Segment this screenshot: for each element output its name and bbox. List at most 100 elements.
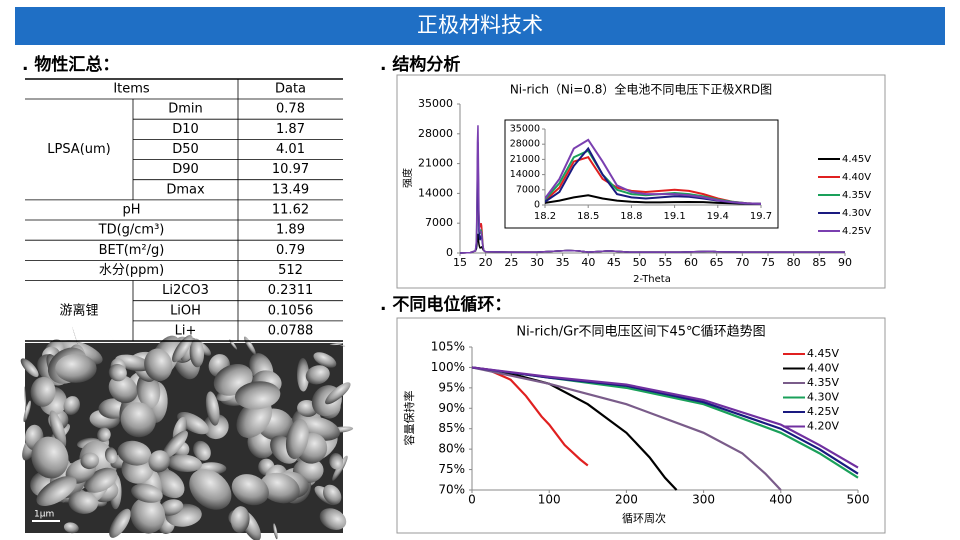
inset-x-tick-label: 18.8: [620, 211, 642, 222]
section-label: . 物性汇总：: [22, 54, 119, 75]
inset-x-tick-label: 18.2: [534, 211, 556, 222]
series-line: [545, 138, 761, 205]
legend-label: 4.35V: [807, 376, 839, 389]
table-cell: Dmax: [166, 182, 205, 197]
grain: [20, 358, 39, 378]
legend-label: 4.30V: [807, 391, 839, 404]
grain: [329, 342, 343, 346]
x-tick-label: 45: [607, 256, 621, 269]
y-tick-label: 75%: [438, 462, 465, 476]
inset-y-tick-label: 21000: [510, 154, 540, 165]
x-tick-label: 75: [761, 256, 775, 269]
y-axis-label: 容量保持率: [402, 391, 416, 446]
grain: [120, 402, 156, 438]
inset-x-tick-label: 18.5: [577, 211, 599, 222]
grain: [36, 476, 77, 506]
x-tick-label: 55: [658, 256, 672, 269]
series-line: [459, 233, 845, 254]
x-tick-label: 85: [812, 256, 826, 269]
y-tick-label: 35000: [418, 97, 453, 110]
grain: [148, 450, 171, 473]
table-cell: TD(g/cm³): [98, 223, 165, 238]
table-cell: D50: [172, 142, 199, 157]
x-tick-label: 200: [615, 493, 638, 507]
y-tick-label: 14000: [418, 186, 453, 199]
grain: [189, 469, 232, 510]
x-tick-label: 60: [684, 256, 698, 269]
y-tick-label: 85%: [438, 421, 465, 435]
table-cell: 游离锂: [59, 302, 98, 318]
y-tick-label: 21000: [418, 157, 453, 170]
grain: [68, 491, 99, 514]
scale-bar: [32, 520, 60, 522]
grain: [63, 522, 79, 534]
table-cell: 水分(ppm): [99, 263, 164, 278]
table-cell: Items: [113, 82, 150, 97]
header-title: 正极材料技术: [417, 13, 543, 37]
x-tick-label: 30: [530, 256, 544, 269]
grain: [189, 338, 205, 368]
y-tick-label: 28000: [418, 127, 453, 140]
table-cell: 0.1056: [268, 303, 314, 318]
scale-label: 1μm: [34, 510, 54, 520]
grain: [49, 410, 67, 448]
table-cell: BET(m²/g): [99, 243, 165, 258]
inset-frame: [504, 119, 779, 229]
grain: [177, 411, 209, 435]
grain: [339, 344, 346, 347]
grain: [159, 499, 184, 516]
series-line: [471, 366, 678, 491]
grain: [24, 386, 27, 420]
table-cell: D90: [172, 162, 199, 177]
grain: [205, 391, 220, 426]
table-cell: 0.0788: [268, 323, 314, 338]
table-cell: 0.79: [276, 243, 305, 258]
grain: [108, 363, 127, 382]
grain: [107, 331, 123, 355]
grain: [80, 452, 100, 470]
x-tick-label: 35: [556, 256, 570, 269]
grain: [31, 436, 69, 479]
table-cell: pH: [122, 202, 140, 217]
inset-y-tick-label: 0: [534, 200, 540, 211]
table-cell: 0.2311: [268, 283, 314, 298]
x-tick-label: 65: [710, 256, 724, 269]
table-cell: 11.62: [272, 202, 309, 217]
x-tick-label: 50: [633, 256, 647, 269]
grain: [285, 418, 309, 460]
y-tick-label: 80%: [438, 442, 465, 456]
grain: [136, 372, 161, 409]
grain: [313, 352, 337, 368]
header-bar: [15, 7, 945, 45]
x-tick-label: 0: [468, 493, 476, 507]
legend-label: 4.40V: [842, 172, 871, 183]
table-cell: LiOH: [170, 303, 201, 318]
section-label: . 结构分析: [380, 54, 460, 75]
grain: [229, 339, 238, 350]
grain: [144, 348, 173, 382]
x-tick-label: 20: [479, 256, 493, 269]
grain: [117, 440, 152, 466]
legend-label: 4.20V: [807, 420, 839, 433]
chart-title: Ni-rich/Gr不同电压区间下45℃循环趋势图: [516, 324, 765, 340]
table-cell: 1.89: [276, 223, 305, 238]
grain: [236, 398, 273, 438]
legend-label: 4.45V: [842, 154, 871, 165]
table-cell: 13.49: [272, 182, 309, 197]
inset-x-tick-label: 19.4: [707, 211, 729, 222]
x-tick-label: 25: [504, 256, 518, 269]
table-cell: Dmin: [168, 102, 203, 117]
table-cell: Li2CO3: [162, 283, 209, 298]
legend-label: 4.25V: [807, 405, 839, 418]
grain: [109, 508, 131, 538]
chart-title: Ni-rich（Ni=0.8）全电池不同电压下正极XRD图: [510, 82, 772, 97]
inset-y-tick-label: 35000: [510, 124, 540, 135]
legend-label: 4.40V: [807, 362, 839, 375]
table-cell: 0.78: [276, 102, 305, 117]
grain: [30, 376, 56, 407]
grain: [105, 447, 118, 464]
series-line: [459, 125, 845, 254]
y-tick-label: 105%: [431, 340, 465, 354]
grain: [329, 452, 344, 470]
